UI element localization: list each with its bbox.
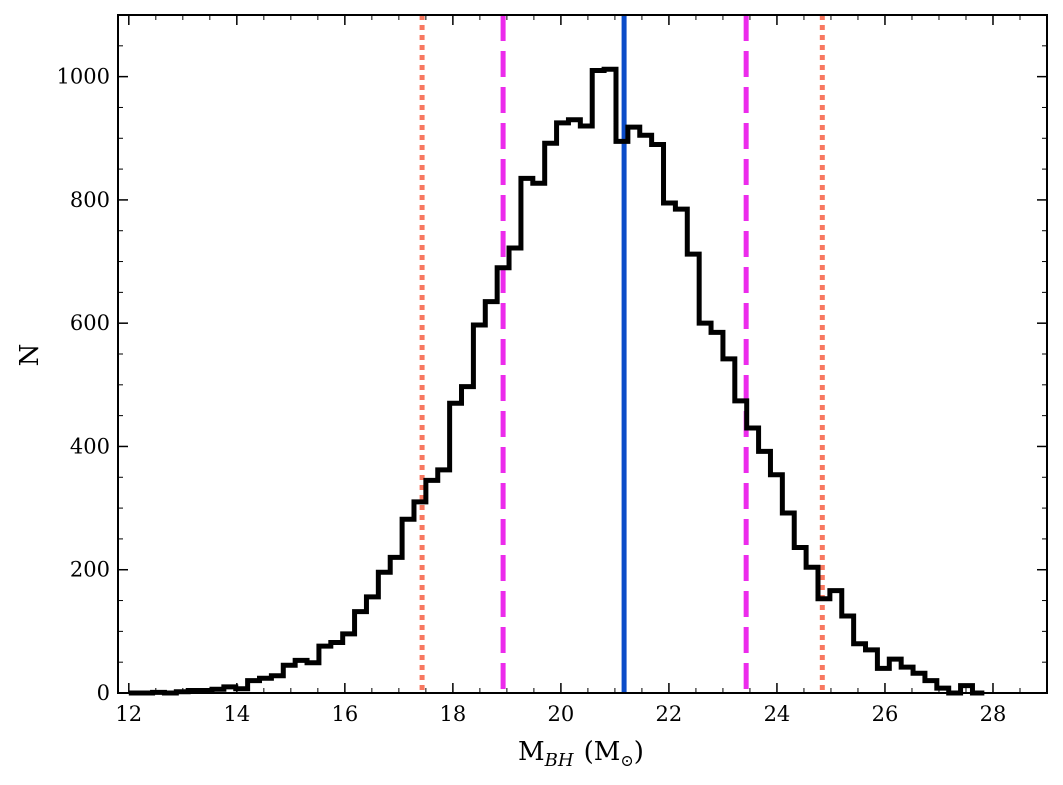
x-tick-label: 24 [764,702,791,726]
x-axis-label-unit-subscript: ⊙ [620,751,633,770]
y-axis-label: N [15,344,45,367]
x-axis-label: MBH (M⊙) [518,737,644,771]
plot-frame [117,14,1048,694]
x-axis-label-unit-close: ) [634,737,644,767]
y-tick-label: 600 [70,311,110,335]
y-tick-label: 800 [70,188,110,212]
x-tick-label: 18 [440,702,467,726]
x-axis-label-main: M [518,737,545,767]
histogram-series [128,66,985,696]
y-tick-labels: 0 200 400 600 800 1000 [57,65,110,705]
x-tick-label: 14 [223,702,250,726]
y-tick-label: 0 [97,681,110,705]
y-tick-label: 1000 [57,65,110,89]
axis-ticks [118,15,1048,694]
y-tick-label: 200 [70,558,110,582]
x-tick-label: 26 [872,702,899,726]
x-tick-label: 12 [115,702,142,726]
x-tick-label: 22 [656,702,683,726]
x-axis-label-unit-open: (M [584,737,621,767]
x-tick-labels: 12 14 16 18 20 22 24 26 28 [115,702,1006,726]
x-tick-label: 16 [331,702,358,726]
reference-lines [419,15,825,693]
x-tick-label: 20 [548,702,575,726]
x-tick-label: 28 [980,702,1007,726]
x-axis-label-subscript: BH [544,750,574,771]
y-tick-label: 400 [70,434,110,458]
